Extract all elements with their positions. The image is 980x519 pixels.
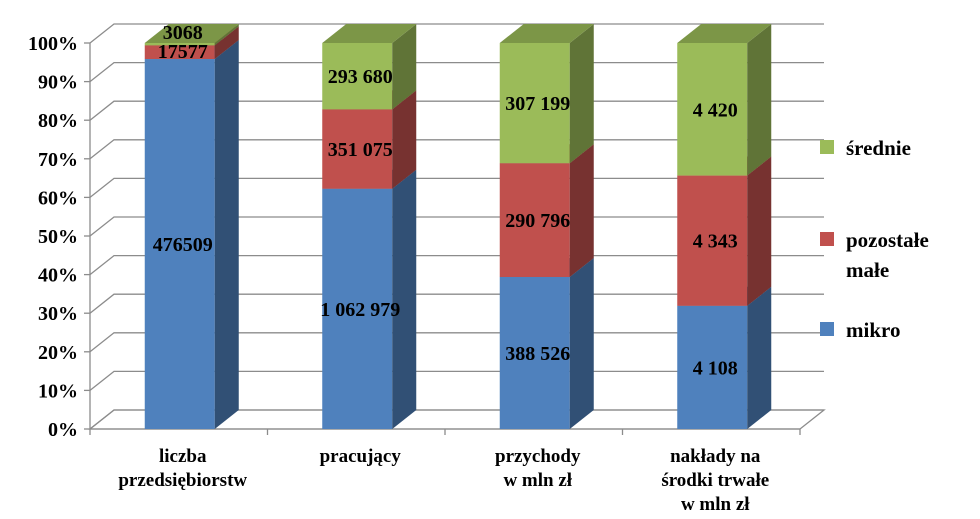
bar-side [392,169,417,429]
x-category-label: pracujący [320,446,402,467]
x-category-label-line: przychody [495,446,581,467]
y-tick-label: 100% [28,33,78,55]
legend-label: mikro [846,318,900,342]
y-tick-label: 60% [38,187,78,209]
bar-segment [322,24,417,110]
data-label: 290 796 [505,210,570,232]
bar-side [392,90,417,189]
x-category-label-line: w mln zł [503,470,572,491]
legend-swatch [820,232,834,246]
data-label: 476509 [153,234,213,256]
bar-top [144,24,239,43]
bar-side [569,144,594,277]
x-category-label-line: w mln zł [681,494,750,515]
y-tick-label: 40% [38,265,78,287]
data-label: 307 199 [505,93,570,115]
y-tick-label: 0% [48,419,78,441]
y-tick-label: 30% [38,303,78,325]
y-tick-label: 10% [38,380,78,402]
bar-segment [144,24,239,46]
legend-label: średnie [846,136,911,160]
data-label: 1 062 979 [320,299,400,321]
x-category-label-line: liczba [159,446,207,467]
y-tick-label: 20% [38,342,78,364]
y-tick-label: 50% [38,226,78,248]
bar-front [322,188,393,429]
x-category-label: przychody w mln zł [495,446,581,491]
data-label: 293 680 [328,66,393,88]
bar-side [747,24,772,176]
bar-front [144,59,215,430]
x-category-label-line: nakłady na [670,446,761,467]
legend-swatch [820,322,834,336]
legend-label-line: średnie [846,136,911,160]
data-label: 4 343 [693,231,738,253]
x-category-label-line: pracujący [320,446,402,467]
bar-side [747,286,772,429]
bar-top [322,24,417,43]
legend-swatch [820,140,834,154]
y-tick-label: 70% [38,149,78,171]
bar-top [499,24,594,43]
bar-segment [499,24,594,164]
bar-front [144,43,215,46]
bar-side [392,24,417,110]
bar-side [569,24,594,164]
legend-label-line: pozostałe [846,228,929,252]
data-label: 351 075 [328,139,393,161]
legend: średnie pozostałe małe mikro [820,136,929,342]
y-tick-label: 90% [38,72,78,94]
legend-label-line: mikro [846,318,900,342]
data-label: 4 108 [693,357,738,379]
axes: 0% 10% 20% 30% 40% 50% 60% 70% 80% 90% 100% liczba p… [28,33,801,515]
bar-front [322,109,393,189]
x-category-label-line: przedsiębiorstw [118,470,247,491]
bar-side [747,156,772,306]
data-label: 3068 [163,22,203,44]
data-label: 388 526 [505,343,570,365]
data-label: 17577 [158,41,208,63]
bar-side [214,26,239,60]
legend-label-line: małe [846,258,889,282]
bar-side [214,40,239,430]
y-tick-label: 80% [38,110,78,132]
bar-side [569,257,594,429]
legend-label: pozostałe małe [846,228,929,282]
bar-segment [677,24,772,176]
bars [144,24,772,430]
bar-front [677,43,748,176]
bar-front [677,175,748,306]
bar-front [677,305,748,429]
bar-side [214,24,239,46]
bar-front [499,276,570,429]
data-label: 4 420 [693,99,738,121]
bar-front [322,43,393,110]
bar-front [144,45,215,60]
bar-top [677,24,772,43]
x-category-label: liczba przedsiębiorstw [118,446,247,491]
x-category-label-line: środki trwałe [661,470,769,491]
bar-front [499,43,570,164]
bar-front [499,163,570,277]
x-category-label: nakłady na środki trwałe w mln zł [661,446,769,515]
